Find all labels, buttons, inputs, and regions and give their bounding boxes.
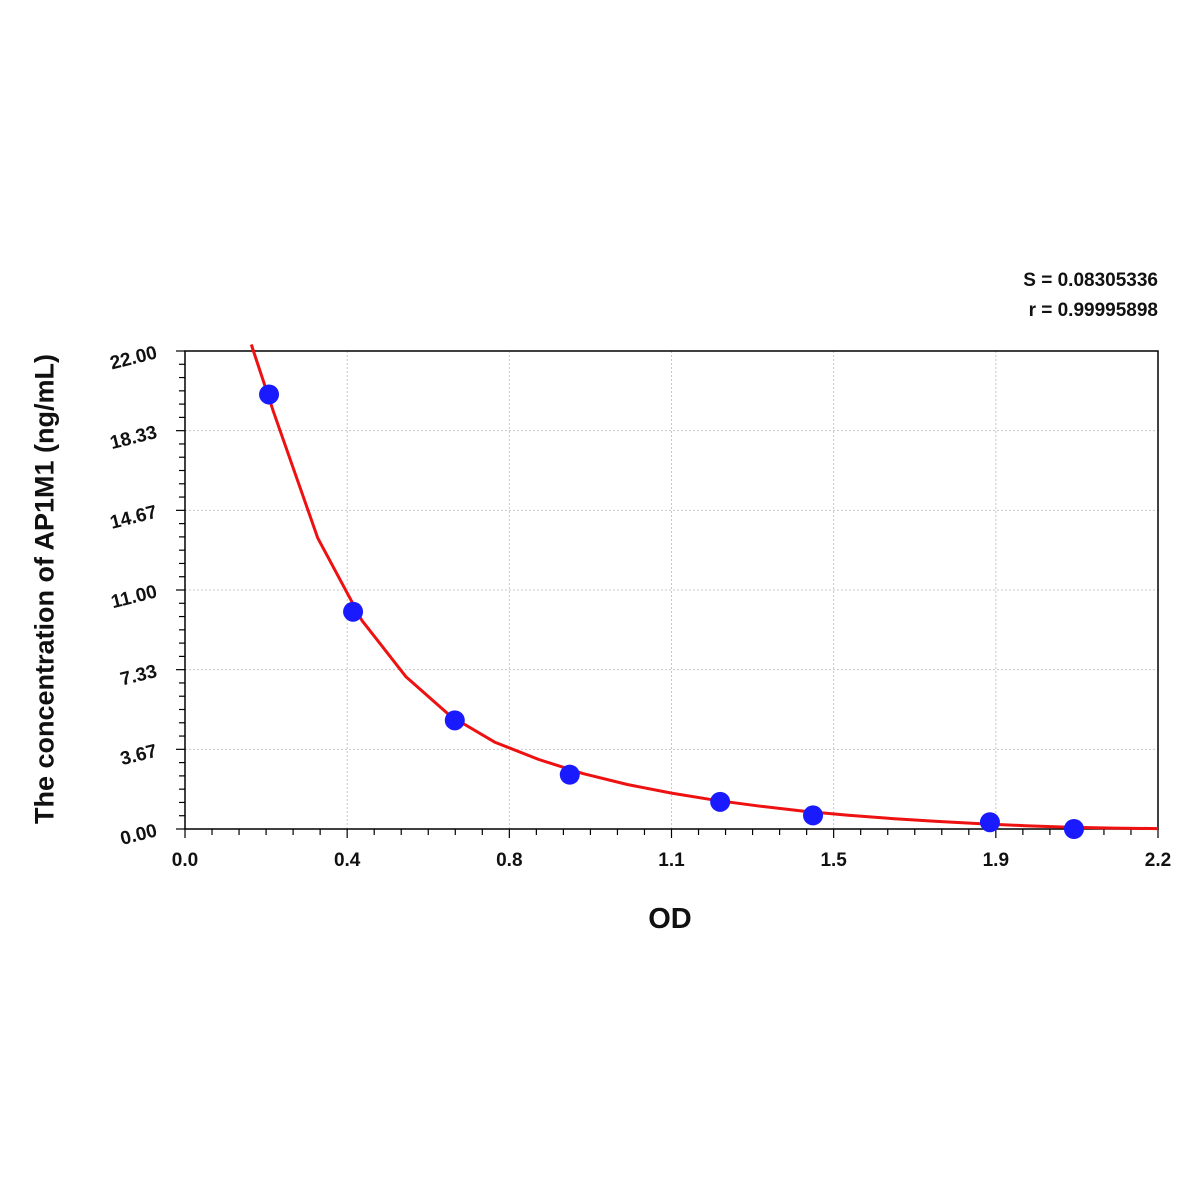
x-axis-label: OD (648, 903, 692, 935)
stat-r: r = 0.99995898 (1028, 300, 1158, 321)
data-point (803, 805, 824, 826)
y-tick-label: 0.00 (118, 820, 159, 849)
data-point (559, 764, 580, 785)
y-tick-label: 22.00 (108, 342, 159, 374)
x-tick-label: 2.2 (1145, 850, 1171, 871)
y-tick-label: 3.67 (118, 741, 159, 770)
data-point (1063, 819, 1084, 839)
data-point (343, 601, 364, 622)
y-tick-label: 18.33 (108, 422, 159, 454)
data-point (259, 384, 280, 405)
y-tick-label: 7.33 (118, 661, 159, 690)
stat-s: S = 0.08305336 (1023, 270, 1158, 291)
x-tick-label: 1.9 (983, 850, 1009, 871)
x-tick-label: 0.8 (496, 850, 522, 871)
data-point (710, 791, 731, 812)
x-tick-label: 1.5 (820, 850, 847, 871)
x-tick-label: 1.1 (658, 850, 685, 871)
x-tick-label: 0.4 (334, 850, 361, 871)
data-point (444, 710, 465, 731)
x-tick-label: 0.0 (172, 850, 198, 871)
fit-curve (249, 344, 1159, 831)
data-point (979, 812, 1000, 833)
y-axis-label: The concentration of AP1M1 (ng/mL) (29, 353, 60, 825)
y-tick-label: 11.00 (109, 581, 159, 613)
y-tick-label: 14.67 (108, 502, 159, 534)
